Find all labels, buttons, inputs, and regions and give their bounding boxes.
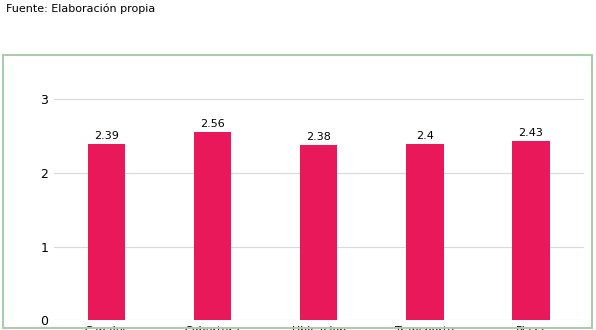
Text: 2.4: 2.4	[416, 131, 434, 141]
Text: 2.56: 2.56	[200, 119, 225, 129]
Bar	[88, 144, 125, 320]
Bar	[513, 141, 550, 320]
Bar	[300, 145, 337, 320]
Text: 2.38: 2.38	[306, 132, 331, 142]
Bar	[194, 132, 231, 320]
Text: 2.43: 2.43	[519, 128, 544, 139]
Text: Fuente: Elaboración propia: Fuente: Elaboración propia	[6, 3, 155, 14]
Bar	[406, 144, 443, 320]
Text: 2.39: 2.39	[94, 131, 119, 141]
